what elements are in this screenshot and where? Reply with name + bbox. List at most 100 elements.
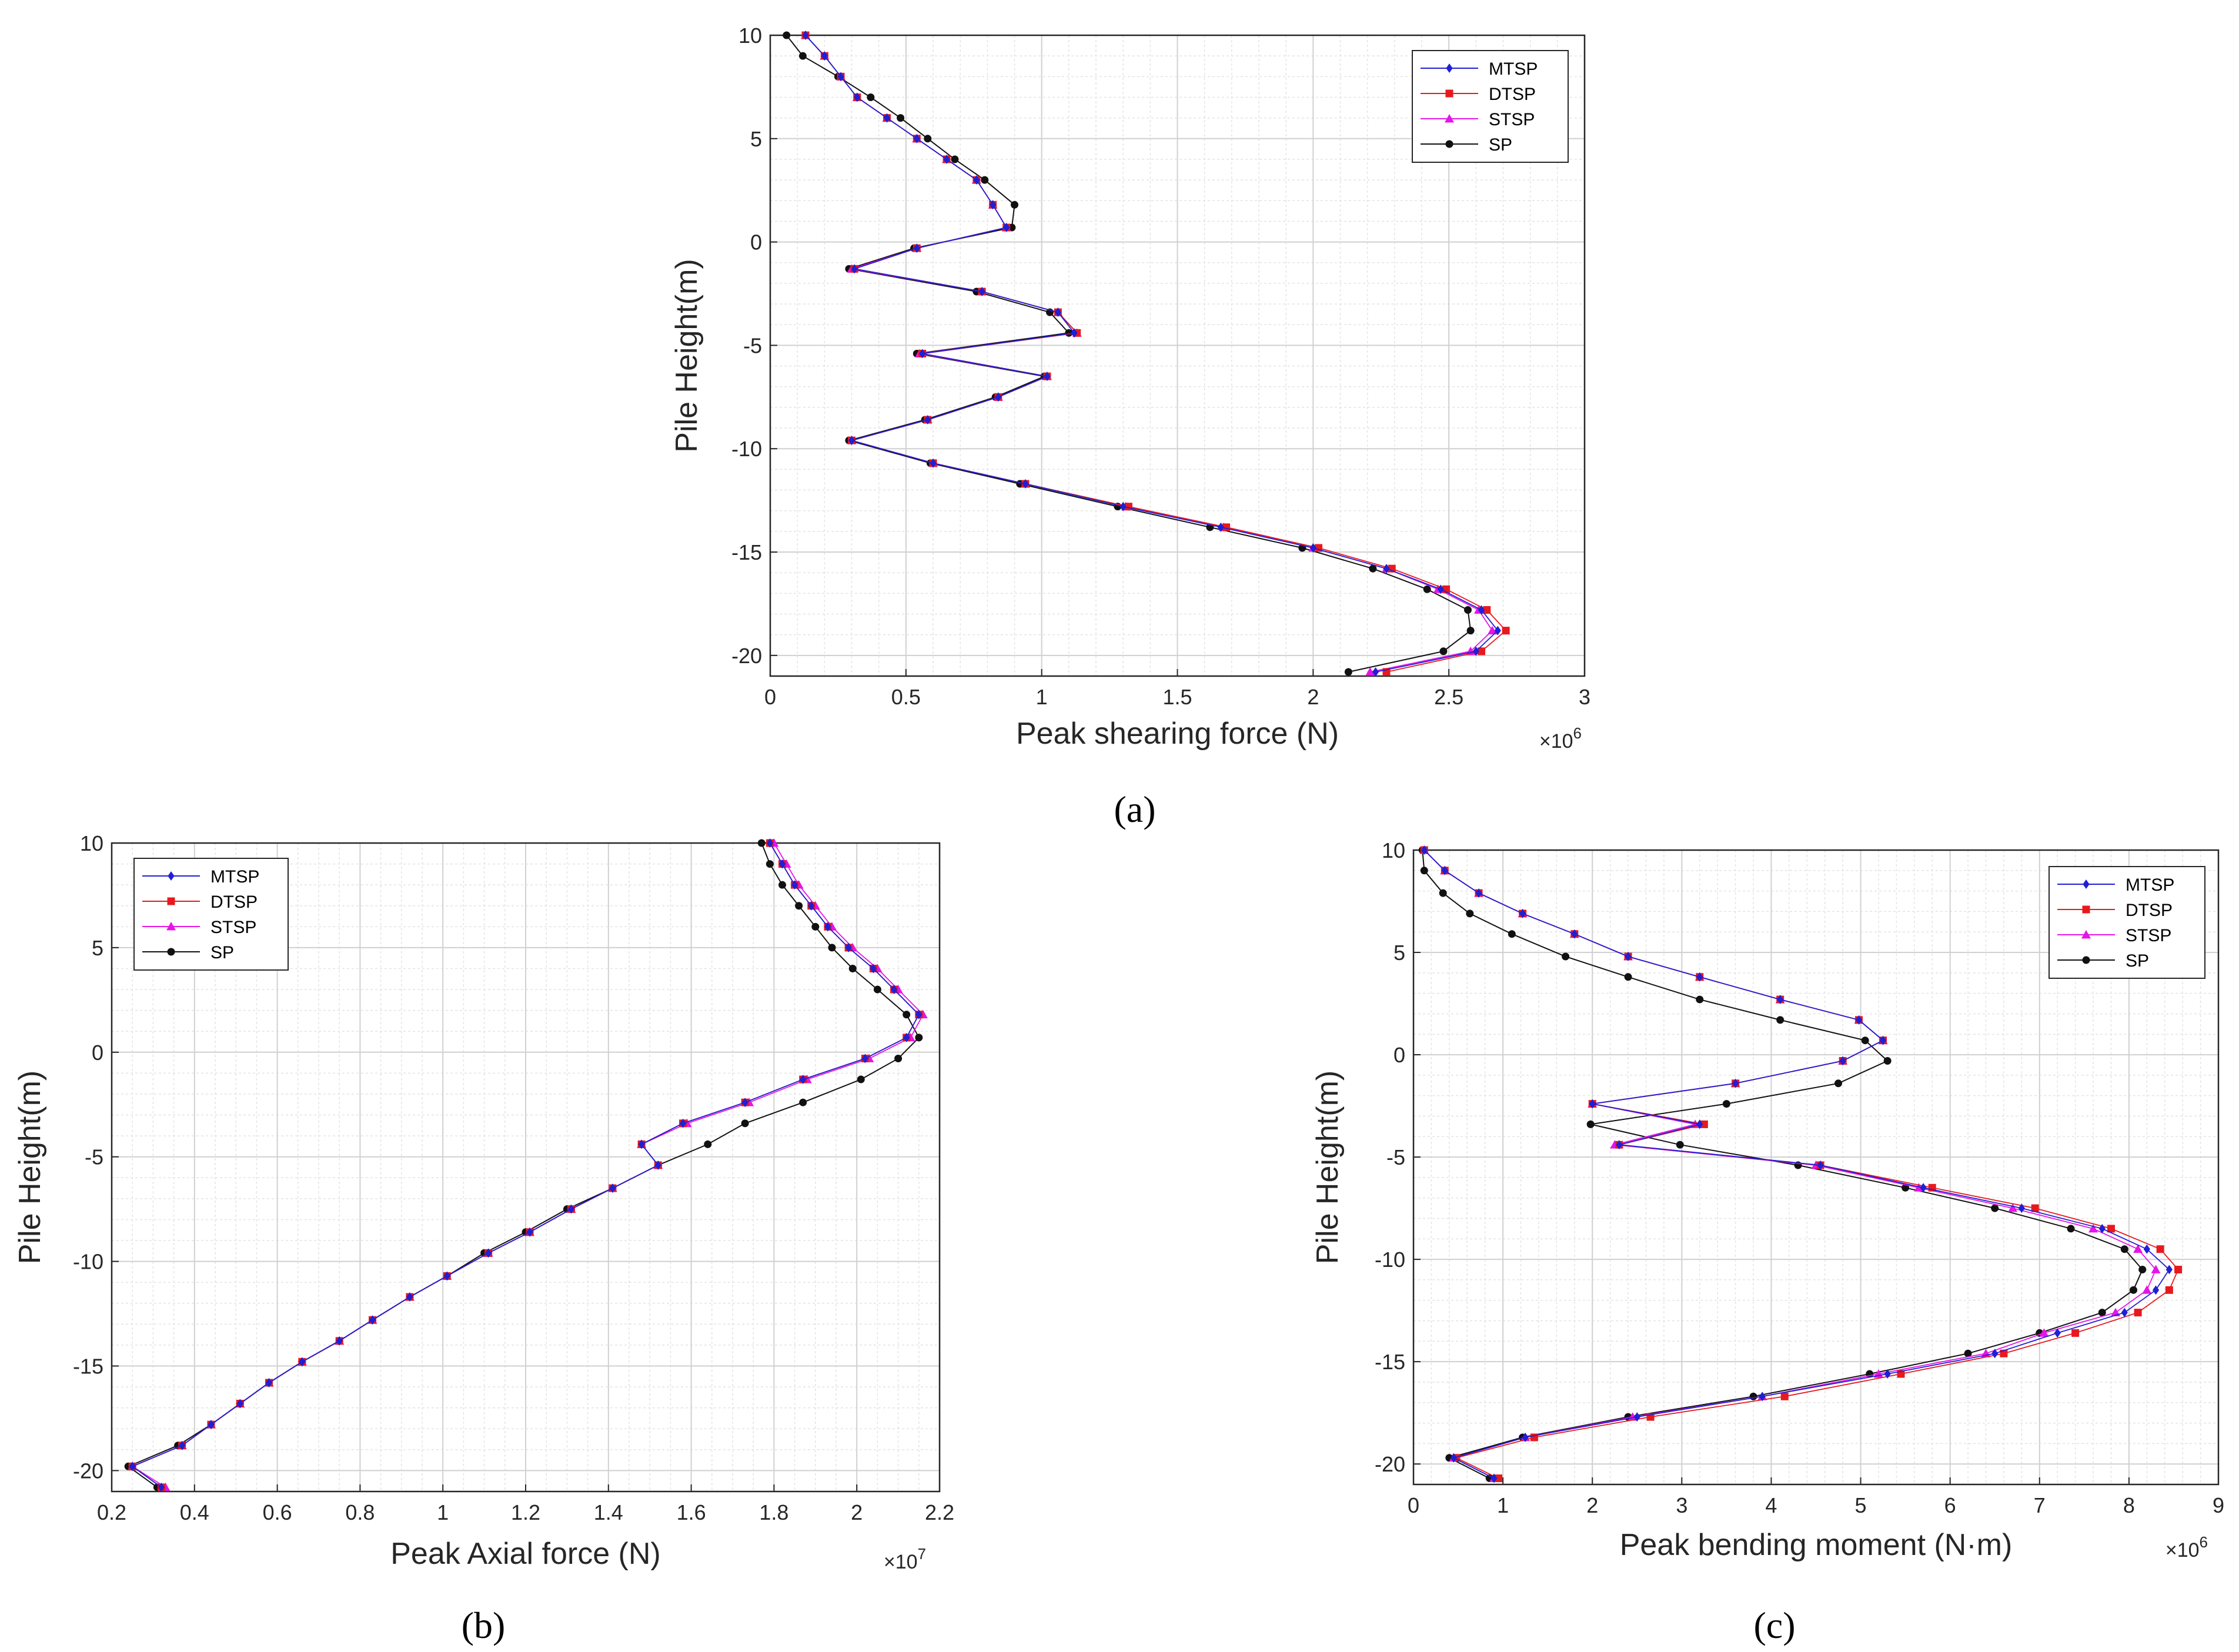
legend-label-mtsp: MTSP [1489, 59, 1538, 79]
data-point-sp [1508, 930, 1516, 938]
x-tick-label: 1.4 [594, 1500, 623, 1524]
data-point-mtsp [2121, 1307, 2128, 1317]
data-point-dtsp [2174, 1266, 2183, 1274]
data-point-mtsp [1421, 845, 1428, 855]
data-point-mtsp [883, 113, 891, 123]
data-point-mtsp [854, 92, 861, 102]
series-mtsp [129, 838, 923, 1492]
x-tick-label: 0.5 [891, 685, 921, 709]
legend-marker-mtsp [168, 871, 175, 881]
legend-label-mtsp: MTSP [210, 867, 259, 887]
legend-marker-dtsp [167, 897, 175, 905]
data-point-mtsp [1855, 1015, 1863, 1025]
data-point-sp [1676, 1141, 1684, 1149]
data-point-mtsp [2018, 1203, 2025, 1213]
legend-label-dtsp: DTSP [2126, 901, 2173, 920]
data-point-mtsp [861, 1054, 868, 1064]
x-tick-label: 3 [1676, 1493, 1687, 1517]
data-point-mtsp [609, 1183, 616, 1193]
data-point-mtsp [179, 1440, 186, 1450]
y-axis-label: Pile Height(m) [1311, 1071, 1345, 1264]
data-point-sp [704, 1140, 712, 1148]
data-point-sp [1991, 1204, 1999, 1212]
data-point-mtsp [890, 985, 898, 995]
data-point-mtsp [1054, 307, 1061, 317]
y-tick-label: -20 [1375, 1452, 1405, 1476]
y-tick-label: 10 [80, 831, 103, 855]
y-tick-label: 10 [738, 24, 762, 48]
data-point-mtsp [924, 415, 931, 424]
legend-marker-stsp [2081, 930, 2091, 939]
data-point-mtsp [766, 838, 773, 848]
legend-label-stsp: STSP [1489, 110, 1535, 129]
y-tick-label: 5 [750, 127, 762, 151]
data-point-dtsp [1780, 1392, 1789, 1400]
data-point-sp [915, 1034, 923, 1042]
data-point-sp [798, 52, 807, 60]
x-exponent-label: ×106 [1539, 724, 1582, 753]
data-point-stsp [2039, 1328, 2049, 1337]
data-point-mtsp [236, 1399, 243, 1409]
data-point-stsp [2008, 1203, 2018, 1212]
data-point-sp [766, 860, 774, 868]
data-point-mtsp [973, 175, 980, 185]
data-point-sp [903, 1011, 911, 1019]
data-point-mtsp [903, 1032, 910, 1042]
data-point-sp [1964, 1349, 1972, 1357]
legend-label-sp: SP [2126, 951, 2149, 971]
x-tick-label: 1 [437, 1500, 449, 1524]
data-point-mtsp [821, 51, 828, 61]
x-axis-label: Peak shearing force (N) [1016, 717, 1339, 751]
data-point-sp [1562, 952, 1570, 961]
legend: MTSP DTSP STSP SP [1412, 50, 1569, 163]
chart-panel-a: 0 0.5 1 1.5 2 2.5 3 10 5 0 -5 -10 -15 -20 Peak shearin… [670, 24, 1590, 753]
data-point-dtsp [2107, 1225, 2115, 1233]
data-point-sp [1902, 1183, 1910, 1192]
data-point-sp [778, 881, 786, 889]
data-point-sp [783, 31, 791, 39]
data-point-mtsp [1217, 522, 1224, 532]
x-tick-label: 8 [2123, 1493, 2135, 1517]
data-point-mtsp [800, 1075, 807, 1085]
data-point-sp [1696, 995, 1704, 1004]
data-point-mtsp [1920, 1183, 1927, 1193]
data-point-mtsp [1879, 1035, 1887, 1045]
data-point-mtsp [1759, 1392, 1766, 1402]
y-tick-label: -15 [73, 1355, 103, 1379]
x-exponent-label: ×106 [2166, 1533, 2208, 1561]
data-point-mtsp [2143, 1244, 2150, 1254]
legend-marker-stsp [166, 922, 176, 931]
y-tick-label: 0 [750, 230, 762, 255]
legend-label-stsp: STSP [2126, 926, 2171, 945]
data-point-mtsp [1372, 667, 1379, 677]
data-point-dtsp [1700, 1120, 1708, 1128]
data-point-mtsp [989, 200, 997, 210]
data-point-mtsp [1120, 501, 1127, 511]
y-tick-label: -5 [743, 333, 762, 357]
legend-marker-sp [167, 948, 175, 956]
data-point-mtsp [158, 1482, 165, 1492]
data-point-mtsp [837, 72, 844, 82]
data-point-sp [1749, 1392, 1757, 1400]
y-tick-label: 0 [1393, 1043, 1405, 1067]
chart-panel-c: 0 1 2 3 4 5 6 7 8 9 10 5 0 -5 -10 -15 -20 Peak bending mo… [1311, 838, 2224, 1562]
data-point-stsp [2133, 1244, 2143, 1253]
data-point-sp [1466, 909, 1474, 918]
data-point-sp [1834, 1079, 1843, 1088]
data-point-mtsp [1478, 605, 1485, 615]
data-point-mtsp [1522, 1432, 1529, 1442]
data-point-mtsp [802, 31, 809, 40]
data-point-dtsp [1483, 606, 1491, 614]
x-tick-label: 1.8 [759, 1500, 788, 1524]
panel-label-a: (a) [1114, 788, 1155, 830]
x-tick-label: 0 [764, 685, 776, 709]
data-point-mtsp [1777, 995, 1784, 1005]
data-point-mtsp [1450, 1453, 1458, 1463]
data-point-sp [1776, 1016, 1784, 1024]
data-point-mtsp [995, 392, 1002, 402]
data-point-sp [2138, 1266, 2147, 1274]
data-point-mtsp [1817, 1161, 1824, 1171]
data-point-sp [795, 902, 803, 910]
data-point-sp [1624, 973, 1632, 981]
x-tick-label: 1.2 [511, 1500, 540, 1524]
